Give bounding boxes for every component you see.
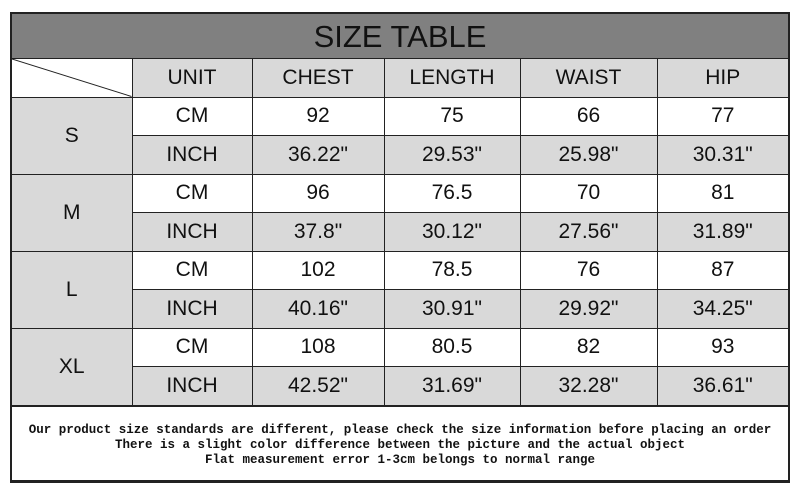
notes: Our product size standards are different… [12, 405, 788, 480]
unit-cell: CM [131, 327, 253, 367]
unit-cell: CM [131, 173, 253, 213]
value-cell: 93 [656, 327, 788, 367]
size-table: SIZE TABLE UNIT CHEST LENGTH WAIST HIP S… [10, 12, 790, 483]
table-row: L CM 102 78.5 76 87 [12, 250, 788, 329]
size-grid: UNIT CHEST LENGTH WAIST HIP S CM 92 75 66 77 I… [12, 59, 788, 406]
unit-cell: INCH [132, 289, 253, 329]
value-cell: 76 [519, 250, 658, 290]
value-cell: 36.22" [251, 135, 385, 175]
value-cell: 70 [519, 173, 658, 213]
size-label: M [12, 173, 133, 252]
note-line: There is a slight color difference betwe… [114, 437, 686, 452]
value-cell: 30.12" [383, 212, 521, 252]
unit-cell: CM [131, 96, 253, 136]
header-unit: UNIT [131, 59, 253, 98]
value-cell: 66 [519, 96, 658, 136]
value-cell: 92 [251, 96, 385, 136]
value-cell: 75 [383, 96, 521, 136]
table-title: SIZE TABLE [12, 14, 788, 59]
header-row: UNIT CHEST LENGTH WAIST HIP [12, 59, 788, 98]
value-cell: 30.91" [383, 289, 521, 329]
value-cell: 32.28" [519, 366, 658, 406]
value-cell: 29.92" [519, 289, 658, 329]
table-row: INCH 42.52" 31.69" 32.28" 36.61" [12, 366, 788, 406]
value-cell: 31.89" [656, 212, 788, 252]
header-waist: WAIST [519, 59, 658, 98]
value-cell: 34.25" [656, 289, 788, 329]
value-cell: 77 [656, 96, 788, 136]
unit-cell: INCH [132, 366, 253, 406]
corner-cell [12, 59, 133, 98]
header-length: LENGTH [383, 59, 521, 98]
size-label: XL [12, 327, 133, 406]
note-line: Our product size standards are different… [28, 422, 772, 437]
note-line: Flat measurement error 1-3cm belongs to … [204, 452, 596, 467]
value-cell: 78.5 [383, 250, 521, 290]
value-cell: 81 [656, 173, 788, 213]
table-row: XL CM 108 80.5 82 93 [12, 327, 788, 406]
value-cell: 25.98" [519, 135, 658, 175]
value-cell: 30.31" [656, 135, 788, 175]
value-cell: 42.52" [251, 366, 385, 406]
unit-cell: CM [131, 250, 253, 290]
unit-cell: INCH [132, 135, 253, 175]
size-label: L [12, 250, 133, 329]
value-cell: 80.5 [383, 327, 521, 367]
value-cell: 31.69" [383, 366, 521, 406]
header-chest: CHEST [251, 59, 385, 98]
value-cell: 102 [251, 250, 385, 290]
value-cell: 37.8" [251, 212, 385, 252]
value-cell: 36.61" [656, 366, 788, 406]
size-label: S [12, 96, 133, 175]
value-cell: 27.56" [519, 212, 658, 252]
value-cell: 82 [519, 327, 658, 367]
unit-cell: INCH [132, 212, 253, 252]
value-cell: 108 [251, 327, 385, 367]
value-cell: 29.53" [383, 135, 521, 175]
value-cell: 87 [656, 250, 788, 290]
header-hip: HIP [656, 59, 788, 98]
value-cell: 40.16" [251, 289, 385, 329]
table-row: M CM 96 76.5 70 81 [12, 173, 788, 252]
value-cell: 96 [251, 173, 385, 213]
table-row: S CM 92 75 66 77 [12, 96, 788, 175]
value-cell: 76.5 [383, 173, 521, 213]
